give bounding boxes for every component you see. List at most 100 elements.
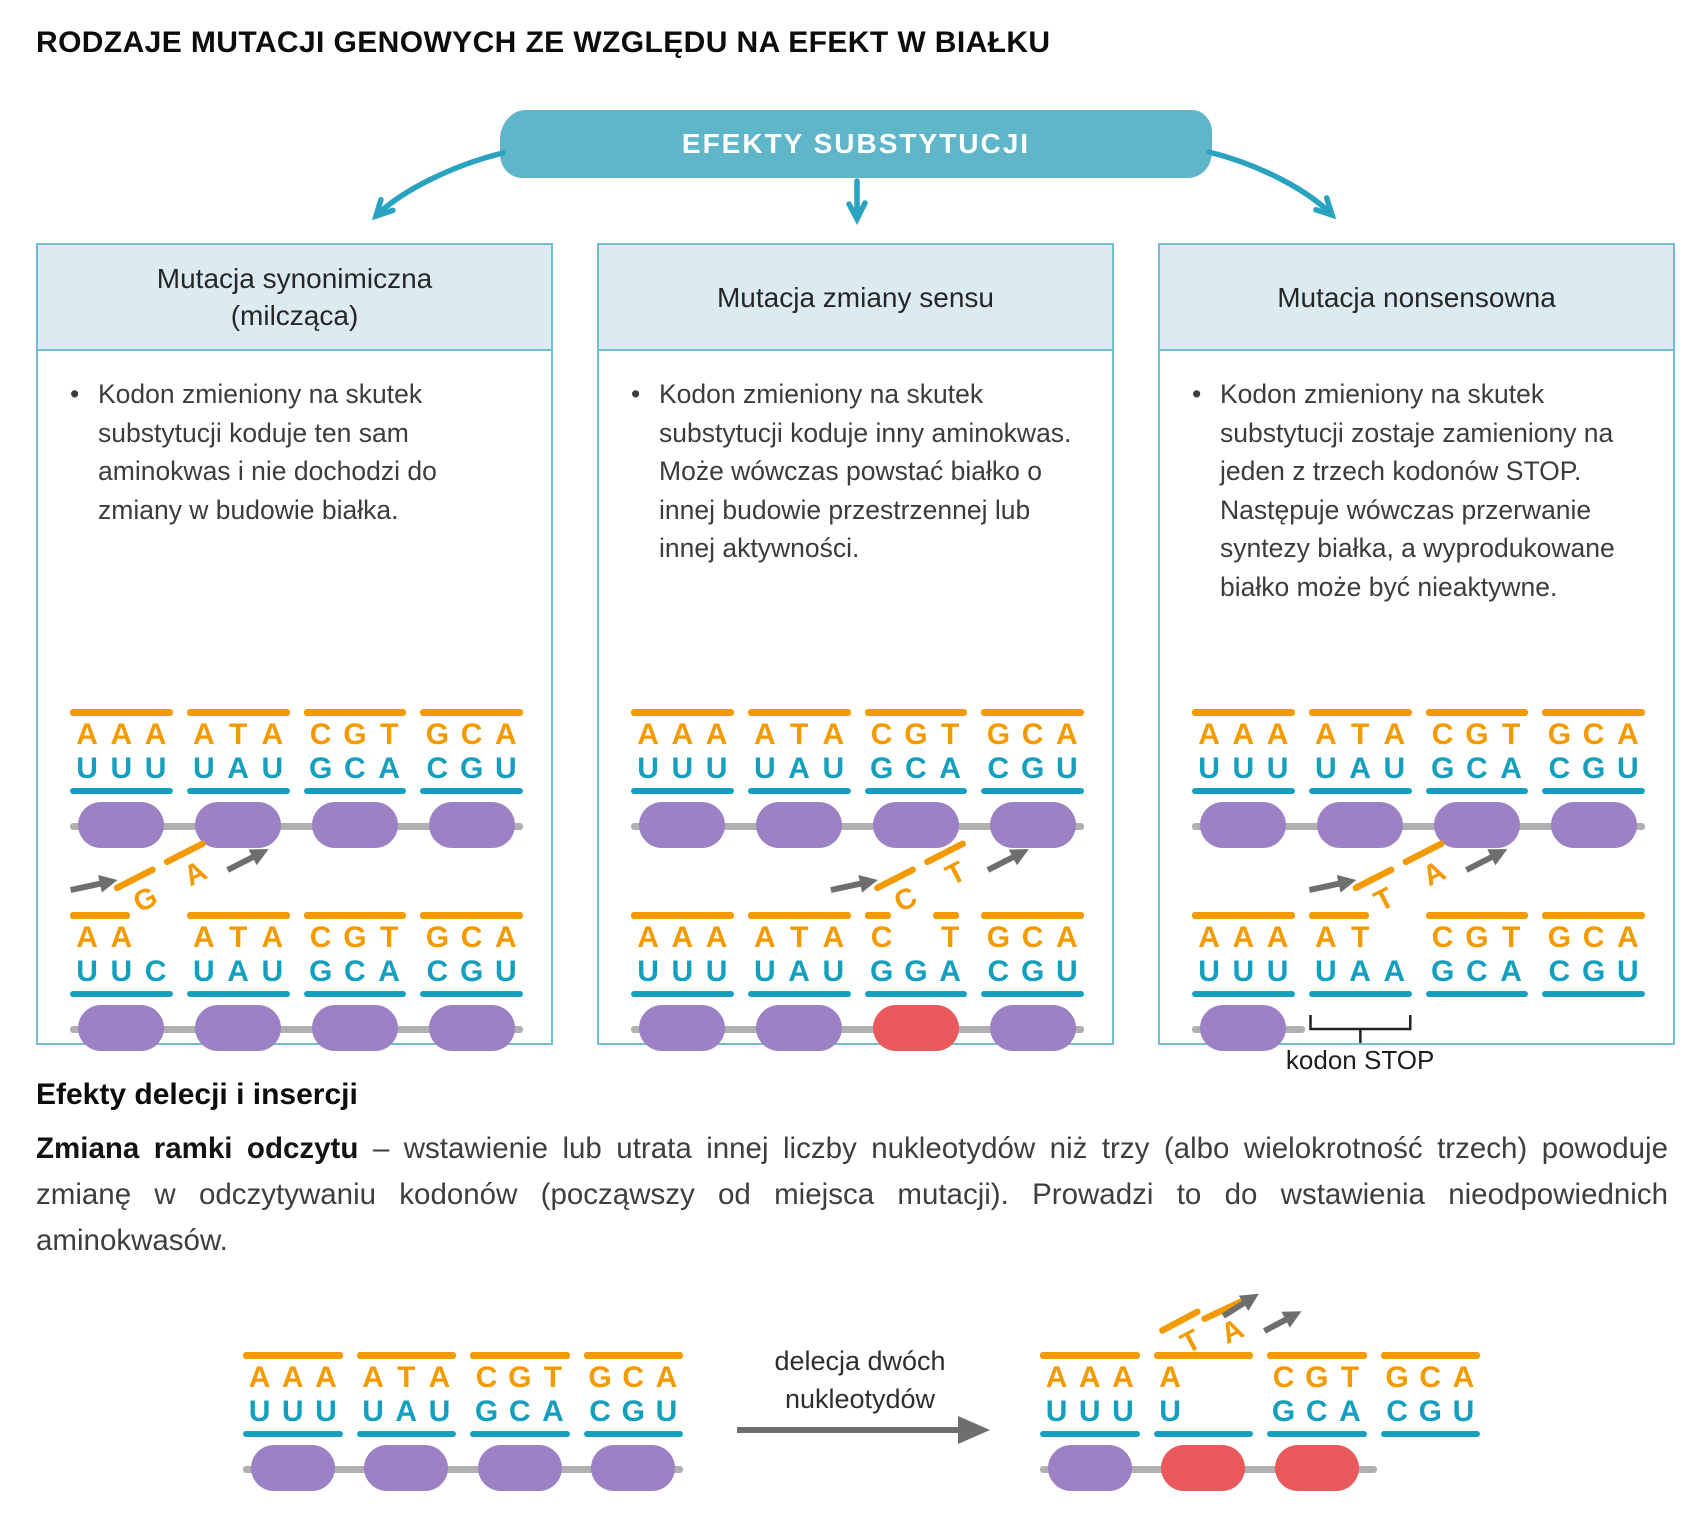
amino-acid-bead-purple [639, 1005, 726, 1051]
tilted-nucleotide: A [1201, 1298, 1249, 1351]
dna-strand-line [981, 912, 1084, 919]
amino-acid-bead-purple [364, 1445, 449, 1491]
tilted-nucleotide: A [1402, 840, 1451, 893]
dna-strand-line [1542, 912, 1645, 919]
card-description-text: Kodon zmieniony na skutek substytucji ko… [659, 379, 1072, 563]
rna-strand-line [981, 787, 1084, 794]
rna-strand-line [1192, 990, 1295, 997]
dna-strand-line [1192, 709, 1295, 716]
dna-codon: A [1159, 1360, 1181, 1394]
dna-strand-line [70, 912, 173, 919]
protein-chain [631, 1005, 1084, 1057]
rna-strand-line [186, 990, 290, 997]
rna-strand-line [1267, 1430, 1367, 1437]
rna-strand-line [420, 990, 523, 997]
flow-arrow-left-icon [371, 150, 506, 221]
deletion-arrow-icon [737, 1416, 990, 1444]
amino-acid-bead-purple [989, 1005, 1076, 1051]
svg-text:A: A [1216, 1313, 1249, 1351]
flow-arrow-right-icon [1206, 149, 1337, 220]
rna-strand-line [631, 787, 734, 794]
deletion-section-heading: Efekty delecji i insercji [36, 1078, 358, 1111]
rna-strand-line [583, 1430, 683, 1437]
amino-acid-bead-purple [1433, 802, 1520, 848]
rna-strand-line [70, 787, 173, 794]
amino-acid-bead-purple [591, 1445, 676, 1491]
mutation-arrow-icon [830, 874, 878, 893]
mutation-arrow-icon [1221, 1293, 1259, 1319]
stop-codon-bracket-icon [1309, 1015, 1412, 1043]
rna-strand-line [243, 1430, 343, 1437]
protein-chain [70, 1005, 523, 1057]
tilted-nucleotide: T [924, 840, 971, 892]
amino-acid-bead-purple [756, 1005, 843, 1051]
amino-acid-bead-purple [1047, 1445, 1132, 1491]
svg-text:A: A [179, 855, 212, 893]
dna-strand-line [1425, 709, 1529, 716]
frameshift-term: Zmiana ramki odczytu [36, 1132, 359, 1165]
dna-strand-line [420, 709, 523, 716]
protein-chain [1040, 1445, 1480, 1497]
rna-strand-line [1040, 1430, 1140, 1437]
rna-strand-line [1425, 990, 1529, 997]
dna-strand-line [1308, 709, 1412, 716]
protein-chain [243, 1445, 683, 1497]
rna-strand-line [1542, 990, 1645, 997]
card-title-line: Mutacja synonimiczna [156, 263, 433, 294]
banner: EFEKTY SUBSTYTUCJI [500, 110, 1212, 178]
protein-chain: kodon STOP [1192, 1005, 1645, 1075]
amino-acid-bead-red [1274, 1445, 1359, 1491]
rna-strand-line [1542, 787, 1645, 794]
card-description-text: Kodon zmieniony na skutek substytucji zo… [1220, 379, 1615, 602]
deletion-label-line: nukleotydów [784, 1384, 936, 1414]
dna-strand-line [243, 1352, 343, 1359]
card-nonsense-mutation: Mutacja nonsensowna Kodon zmieniony na s… [1158, 243, 1675, 1075]
